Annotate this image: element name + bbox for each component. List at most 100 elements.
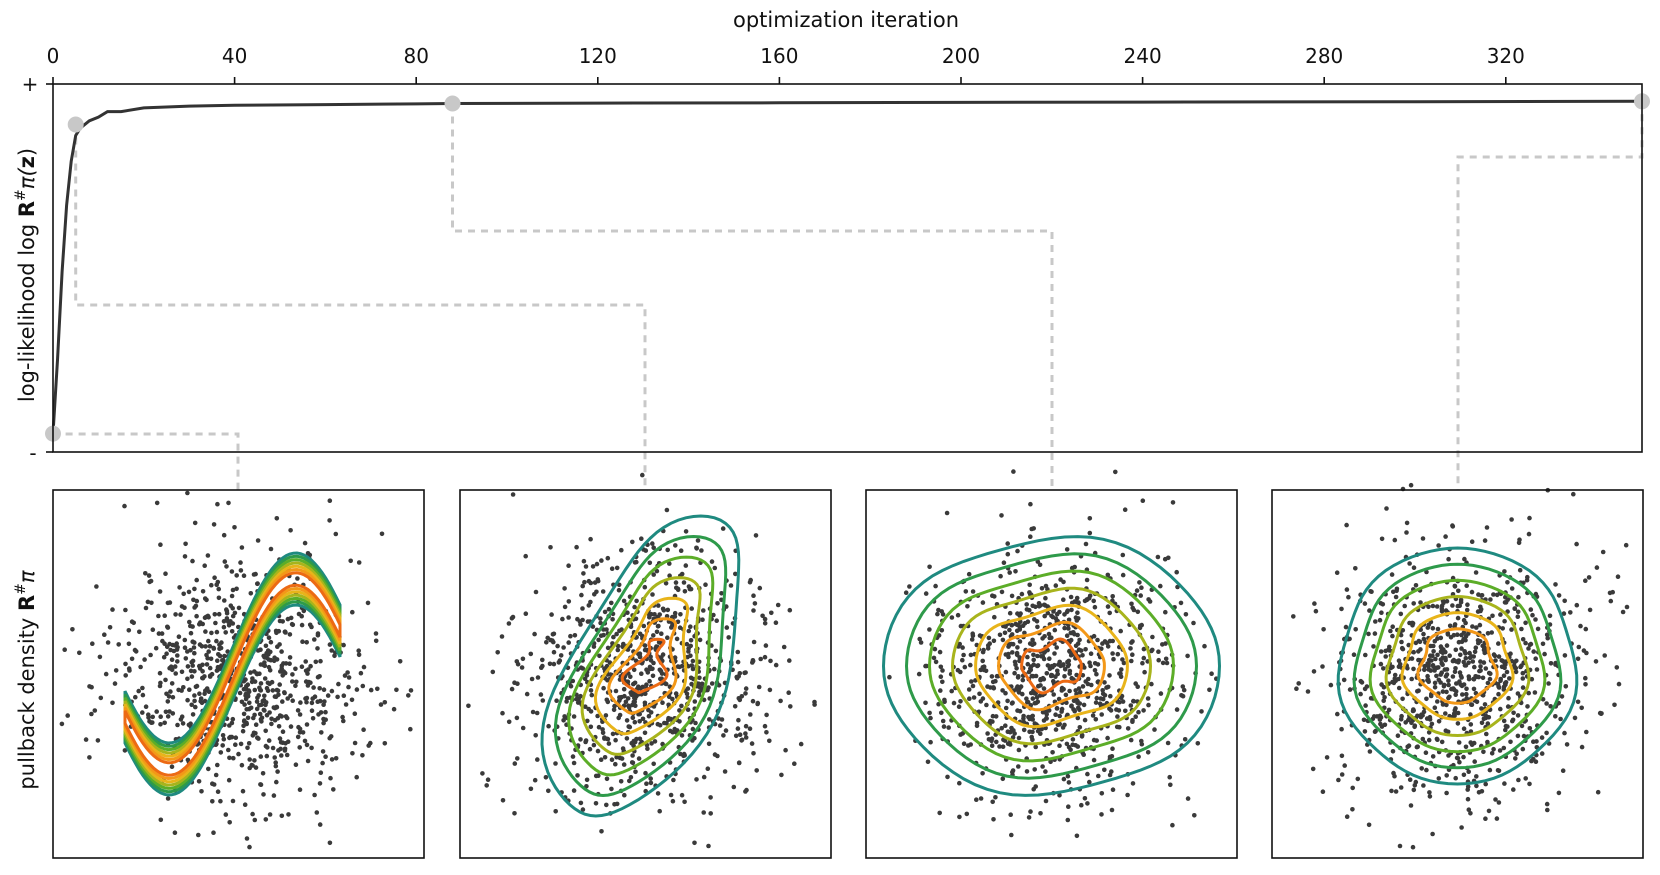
scatter-point [350,609,355,615]
scatter-point [1504,669,1510,675]
scatter-point [1472,649,1478,655]
scatter-point [164,651,169,656]
scatter-point [1586,575,1592,580]
scatter-point [1030,642,1035,647]
scatter-point [672,655,678,660]
scatter-point [623,699,629,705]
scatter-point [625,610,630,615]
scatter-point [268,657,274,663]
scatter-point [1047,656,1052,661]
scatter-point [1391,680,1397,686]
scatter-point [222,653,227,659]
contour-level [123,564,342,784]
scatter-point [1062,625,1067,631]
contour-level [1384,594,1531,738]
scatter-point [556,660,562,665]
scatter-point [1128,703,1134,708]
scatter-point [1420,536,1426,541]
scatter-point [163,709,169,715]
panel-frame [865,489,1238,859]
scatter-point [150,627,156,632]
scatter-point [1442,667,1448,672]
scatter-point [148,652,153,658]
scatter-point [1362,729,1368,734]
scatter-point [188,647,193,653]
scatter-point [1519,626,1524,632]
scatter-point [140,685,145,691]
scatter-point [1392,773,1397,779]
scatter-point [1093,700,1099,705]
scatter-point [188,721,193,726]
scatter-point [1468,740,1473,745]
scatter-point [970,631,975,636]
scatter-point [1453,706,1458,711]
scatter-point [1334,570,1340,575]
scatter-point [1484,731,1489,737]
scatter-point [1128,737,1134,743]
scatter-point [297,730,303,735]
scatter-point [1556,790,1562,796]
contour-level [123,551,342,797]
scatter-point [970,683,976,689]
scatter-point [287,655,293,660]
scatter-point [153,645,159,651]
scatter-point [667,728,673,734]
scatter-point [1140,498,1146,504]
scatter-point [650,541,655,546]
scatter-point [1392,537,1398,543]
scatter-point [544,640,549,645]
scatter-point [1417,639,1423,645]
scatter-point [1520,637,1526,642]
scatter-point [735,649,741,655]
scatter-point [757,585,763,591]
scatter-point [1336,777,1341,783]
scatter-point [1017,613,1022,618]
density-panel-3 [865,469,1238,859]
scatter-point [1430,754,1436,759]
scatter-point [1443,655,1448,661]
scatter-point [1366,631,1371,637]
scatter-point [677,719,682,724]
scatter-point [1393,594,1399,600]
scatter-point [549,612,554,617]
scatter-point [598,633,604,638]
scatter-point [226,747,231,753]
contour-level [123,571,342,777]
scatter-point [1572,715,1578,721]
scatter-point [1583,626,1589,632]
scatter-point [172,664,178,669]
scatter-point [615,643,621,649]
scatter-point [1515,733,1521,739]
scatter-point [1480,693,1486,698]
scatter-point [247,757,252,762]
scatter-point [1511,710,1516,716]
scatter-point [755,701,760,707]
scatter-point [1477,639,1483,644]
scatter-point [282,748,288,753]
scatter-point [1102,693,1108,698]
scatter-point [993,714,999,719]
scatter-point [1183,612,1189,617]
scatter-point [1082,796,1088,801]
scatter-point [293,666,298,672]
scatter-point [1461,682,1467,687]
scatter-point [1464,607,1470,613]
y-axis-title: log-likelihood log R#π(z) [13,148,39,402]
scatter-point [257,685,262,691]
scatter-point [226,777,232,783]
scatter-point [1379,610,1384,615]
scatter-point [622,693,627,699]
scatter-point [1459,825,1464,830]
scatter-point [768,658,773,664]
scatter-point [176,634,182,639]
scatter-point [1418,647,1423,652]
scatter-point [1057,713,1062,719]
scatter-point [732,704,738,709]
scatter-point [1043,595,1048,601]
scatter-point [279,714,285,719]
scatter-point [360,753,365,758]
scatter-point [604,776,610,782]
scatter-point [1396,664,1402,669]
scatter-point [318,698,323,704]
scatter-point [1532,690,1538,695]
